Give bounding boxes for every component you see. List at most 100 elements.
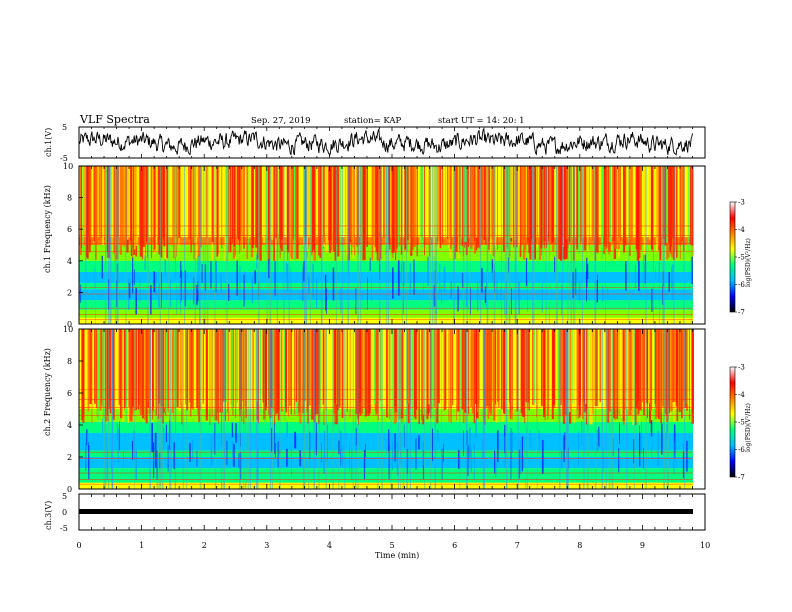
spectrogram-full-stripe <box>595 329 597 489</box>
spectrogram-stripe <box>655 166 658 253</box>
spectrogram-stripe <box>280 166 283 240</box>
spectrogram-stripe <box>167 329 169 408</box>
spectrogram-stripe <box>188 166 190 240</box>
spectrogram-full-stripe <box>227 166 228 324</box>
spectrogram-dark-stripe <box>294 431 296 449</box>
spectrogram-stripe <box>448 166 450 248</box>
spectrogram-full-stripe <box>658 166 660 324</box>
spectrogram-dark-stripe <box>340 286 342 314</box>
spectrogram-dark-stripe <box>457 286 459 312</box>
spectrogram-stripe <box>376 166 379 261</box>
spectrogram-stripe <box>472 166 474 246</box>
spectrogram-stripe <box>510 329 511 419</box>
spectrogram-dark-stripe <box>274 423 275 455</box>
spectrogram-dark-stripe <box>197 255 199 291</box>
spectrogram-dark-stripe <box>463 430 464 457</box>
spectrogram-dark-stripe <box>686 440 688 472</box>
spectrogram-stripe <box>558 166 560 259</box>
spectrogram-stripe <box>582 329 584 420</box>
spectrogram-full-stripe <box>134 329 136 489</box>
spectrogram-dark-stripe <box>619 422 620 444</box>
spectrogram-stripe <box>396 329 398 419</box>
spectrogram-stripe <box>135 329 137 411</box>
spectrogram-dark-stripe <box>554 256 556 273</box>
spectrogram-stripe <box>596 166 599 253</box>
spectrogram-dark-stripe <box>519 440 522 475</box>
spectrogram-stripe <box>664 329 666 414</box>
spectrogram-stripe <box>101 166 103 238</box>
spectrogram-dark-stripe <box>290 268 292 295</box>
spectrogram-stripe <box>274 166 277 249</box>
spectrogram-dark-stripe <box>295 435 297 449</box>
spectrogram-full-stripe <box>480 166 482 324</box>
spectrogram-full-stripe <box>269 166 272 324</box>
spectrogram-dark-stripe <box>308 278 310 295</box>
spectrogram-stripe <box>687 166 689 252</box>
spectrogram-dark-stripe <box>644 254 646 284</box>
spectrogram-stripe <box>240 166 243 252</box>
spectrogram-full-stripe <box>441 329 443 489</box>
spectrogram-dark-stripe <box>235 423 237 443</box>
spectrogram-stripe <box>692 166 694 256</box>
spectrogram-ytick-label: 10 <box>63 325 73 334</box>
spectrogram-stripe <box>573 329 575 424</box>
spectrogram-stripe <box>277 329 280 421</box>
spectrogram-dark-stripe <box>316 278 318 309</box>
spectrogram-stripe <box>91 329 93 424</box>
spectrogram-stripe <box>614 329 616 420</box>
spectrogram-full-stripe <box>517 329 519 489</box>
spectrogram-stripe <box>271 166 273 240</box>
spectrogram-stripe <box>407 166 409 241</box>
spectrogram-dark-stripe <box>128 283 131 298</box>
spectrogram-dark-stripe <box>326 287 327 314</box>
ch1-spectrogram-ylabel: ch.1 Frequency (kHz) <box>43 185 52 273</box>
spectrogram-stripe <box>349 166 352 243</box>
spectrogram-stripe <box>481 166 483 245</box>
spectrogram-stripe <box>176 329 179 408</box>
spectrogram-stripe <box>651 166 654 249</box>
spectrogram-band <box>79 457 693 469</box>
colorbar-tick-label: -3 <box>738 364 745 372</box>
spectrogram-stripe <box>329 166 331 253</box>
spectrogram-stripe <box>639 166 641 258</box>
x-tick-label: 5 <box>390 541 395 550</box>
spectrogram-dark-stripe <box>285 262 287 278</box>
spectrogram-stripe <box>268 329 269 415</box>
spectrogram-stripe <box>520 329 523 413</box>
spectrogram-dark-stripe <box>403 262 405 286</box>
spectrogram-full-stripe <box>397 329 399 489</box>
spectrogram-stripe <box>550 166 552 242</box>
spectrogram-stripe <box>173 329 175 420</box>
spectrogram-dark-stripe <box>639 432 641 467</box>
spectrogram-full-stripe <box>570 166 573 324</box>
spectrogram-stripe <box>464 166 467 242</box>
spectrogram-stripe <box>164 166 167 260</box>
spectrogram-dark-stripe <box>388 429 390 451</box>
spectrogram-stripe <box>359 329 361 413</box>
spectrogram-stripe <box>648 166 651 240</box>
spectrogram-stripe <box>82 329 85 424</box>
ch1-spectrogram-hlines <box>79 225 693 320</box>
spectrogram-stripe <box>673 329 676 402</box>
spectrogram-full-stripe <box>156 329 158 489</box>
spectrogram-dark-stripe <box>491 259 493 274</box>
spectrogram-full-stripe <box>279 329 281 489</box>
spectrogram-full-stripe <box>663 166 665 324</box>
spectrogram-dark-stripe <box>139 276 141 303</box>
spectrogram-dark-stripe <box>392 441 394 470</box>
spectrogram-stripe <box>331 166 333 251</box>
spectrogram-dark-stripe <box>164 259 167 276</box>
spectrogram-stripe <box>457 329 460 412</box>
spectrogram-dark-stripe <box>486 276 487 307</box>
spectrogram-stripe <box>155 166 157 253</box>
spectrogram-stripe <box>80 166 82 256</box>
spectrogram-stripe <box>407 329 410 424</box>
spectrogram-full-stripe <box>377 329 379 489</box>
spectrogram-stripe <box>552 329 554 408</box>
spectrogram-stripe <box>485 329 487 409</box>
spectrogram-stripe <box>414 329 417 420</box>
spectrogram-stripe <box>135 166 138 246</box>
spectrogram-stripe <box>551 166 554 243</box>
spectrogram-full-stripe <box>269 166 271 324</box>
spectrogram-stripe <box>444 329 446 406</box>
